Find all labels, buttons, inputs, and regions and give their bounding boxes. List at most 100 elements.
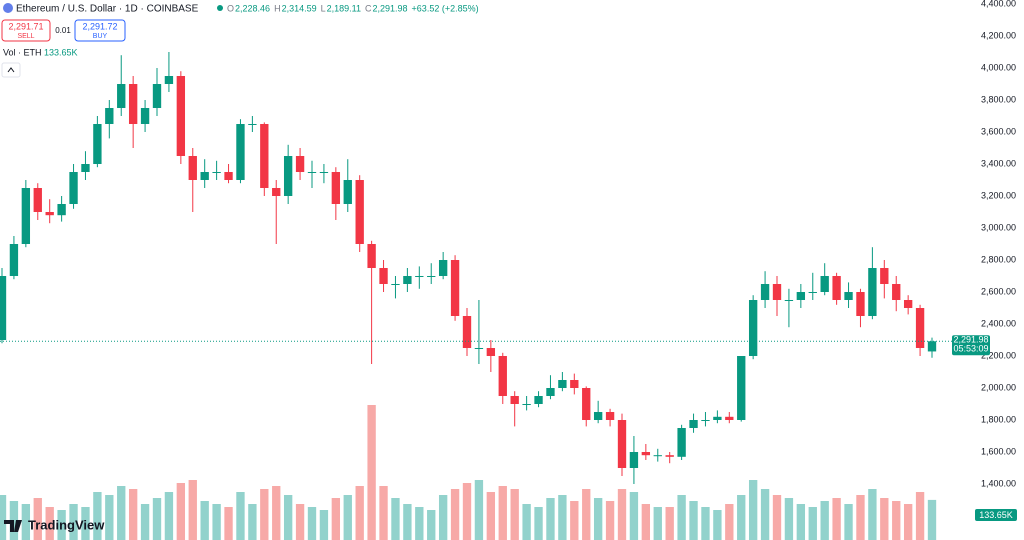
candle-body: [534, 396, 543, 404]
plot: [0, 52, 937, 540]
volume-bar: [808, 507, 817, 540]
volume-bar: [880, 498, 889, 540]
volume-bar: [796, 504, 806, 540]
volume-bar: [307, 507, 317, 540]
candle-body: [391, 284, 400, 285]
candle-body: [105, 108, 114, 124]
volume-value: 133.65K: [44, 47, 78, 57]
candle-body: [164, 76, 174, 84]
candle-body: [307, 172, 317, 173]
volume-bar: [677, 495, 686, 540]
logo[interactable]: TradingView: [28, 517, 105, 532]
candle-body: [319, 172, 329, 173]
candle-body: [295, 156, 305, 172]
y-tick-label: 1,600.00: [981, 446, 1016, 456]
y-tick-label: 3,400.00: [981, 158, 1016, 168]
sell-button[interactable]: [1, 19, 51, 42]
volume-bar: [391, 498, 400, 540]
candle-body: [379, 268, 388, 284]
volume-bar: [57, 510, 66, 540]
volume-bar: [582, 489, 591, 540]
y-tick-label: 3,800.00: [981, 94, 1016, 104]
candle-body: [796, 292, 806, 300]
y-tick-label: 2,000.00: [981, 382, 1016, 392]
volume-bar: [450, 489, 460, 540]
candle-body: [283, 156, 293, 196]
candle-body: [748, 300, 758, 356]
ohlc-key: L: [321, 3, 326, 13]
volume-bar: [355, 486, 364, 540]
candle-body: [331, 172, 341, 204]
collapse-button[interactable]: [1, 62, 21, 78]
candle-body: [510, 396, 519, 404]
y-tick-label: 3,200.00: [981, 190, 1016, 200]
candle-body: [450, 260, 460, 316]
candle-body: [593, 412, 603, 420]
candle-body: [140, 108, 150, 124]
volume-bar: [81, 507, 90, 540]
volume-bar: [653, 507, 662, 540]
candle-body: [224, 172, 233, 180]
candle-body: [653, 455, 662, 457]
y-tick-label: 2,200.00: [981, 350, 1016, 360]
volume-bar: [69, 504, 78, 540]
volume-bar: [283, 495, 293, 540]
volume-bar: [438, 495, 448, 540]
volume-bar: [570, 501, 579, 540]
symbol-icon: [3, 3, 13, 13]
buy-button[interactable]: [74, 19, 126, 42]
volume-bar: [868, 489, 877, 540]
candle-body: [832, 276, 841, 300]
candle-body: [665, 455, 674, 457]
ohlc-key: O: [227, 3, 234, 13]
volume-bar: [903, 504, 913, 540]
candle-body: [260, 124, 269, 188]
ohlc-value: 2,228.46: [235, 3, 270, 13]
candle-body: [474, 348, 484, 349]
volume-title: Vol · ETH: [3, 47, 42, 57]
volume-label: 133.65K: [979, 510, 1013, 520]
volume-bar: [248, 504, 257, 540]
volume-bar: [152, 498, 162, 540]
volume-bar: [164, 492, 174, 540]
candle-body: [343, 180, 352, 204]
volume-bar: [832, 498, 841, 540]
volume-bar: [927, 499, 937, 540]
volume-bar: [0, 495, 7, 540]
candle-body: [272, 188, 281, 196]
volume-bar: [510, 489, 519, 540]
volume-bar: [272, 486, 281, 540]
y-tick-label: 1,800.00: [981, 414, 1016, 424]
candle-body: [248, 124, 257, 125]
candle-body: [403, 276, 412, 284]
sell-label: SELL: [17, 33, 34, 40]
volume-bar: [629, 492, 639, 540]
candle-body: [200, 172, 209, 180]
ohlc-value: 2,189.11: [327, 3, 361, 13]
volume-bar: [33, 498, 42, 540]
candle-body: [808, 292, 817, 293]
candle-body: [772, 284, 782, 300]
volume-bar: [737, 495, 746, 540]
candle-body: [69, 172, 78, 204]
volume-bar: [427, 510, 436, 540]
volume-bar: [605, 501, 615, 540]
volume-bar: [760, 489, 770, 540]
volume-bar: [701, 507, 710, 540]
volume-bar: [188, 480, 197, 540]
ohlc-key: C: [365, 3, 372, 13]
candle-body: [0, 276, 7, 340]
volume-bar: [665, 507, 674, 540]
candle-body: [438, 260, 448, 276]
candle-body: [212, 172, 221, 173]
candle-body: [9, 244, 19, 276]
candle-body: [236, 124, 245, 180]
symbol-title[interactable]: Ethereum / U.S. Dollar · 1D · COINBASE: [16, 4, 199, 15]
buy-label: BUY: [93, 33, 108, 40]
volume-bar: [462, 483, 472, 540]
volume-bar: [915, 492, 925, 540]
volume-bar: [295, 504, 305, 540]
candle-body: [927, 341, 937, 352]
candle-body: [81, 164, 90, 172]
